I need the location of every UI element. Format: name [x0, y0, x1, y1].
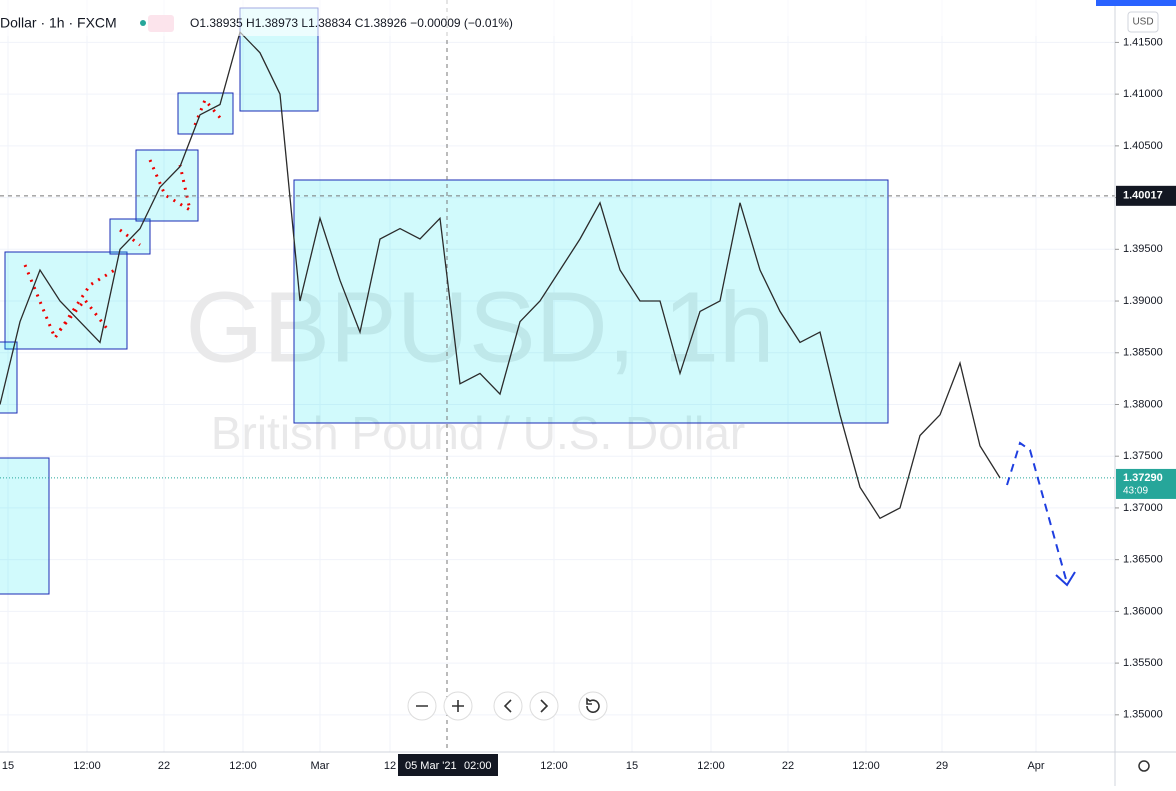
box [293, 179, 889, 424]
x-tick-label: 12:00 [540, 760, 568, 772]
dots [193, 97, 224, 126]
settings[interactable] [1138, 760, 1150, 772]
crosshair-time: 02:00 [464, 760, 492, 772]
x-tick-label: 12 [384, 760, 396, 772]
crosshair-price: 1.40017 [1123, 190, 1163, 202]
box [4, 251, 128, 350]
countdown: 43:09 [1123, 486, 1148, 497]
y-tick-label: 1.39000 [1123, 295, 1163, 307]
time-axis: 15 12:00 22 12:00 Mar 12 12:00 15 12:00 22 12:00 29… [2, 754, 1045, 776]
x-tick-label: 29 [936, 760, 948, 772]
x-tick-label: 15 [626, 760, 638, 772]
arrow-head [1055, 571, 1076, 587]
box [135, 149, 199, 222]
crosshair-price-bg [1116, 185, 1176, 206]
x-tick-label: Apr [1027, 760, 1044, 772]
x-tick-label: 15 [2, 760, 14, 772]
top-bar [1096, 0, 1176, 6]
x-tick-label: Mar [311, 760, 330, 772]
status-badge [148, 15, 174, 32]
box [0, 457, 50, 595]
price-line [0, 30, 1001, 520]
y-tick-label: 1.41000 [1123, 88, 1163, 100]
boxes [0, 7, 889, 595]
y-tick-label: 1.35500 [1123, 657, 1163, 669]
grid [0, 0, 1115, 752]
status-dot [140, 20, 146, 26]
scroll-right[interactable] [529, 691, 559, 721]
y-tick-label: 1.38000 [1123, 398, 1163, 410]
crosshair-time-bg [398, 754, 498, 776]
currency-button[interactable] [1127, 11, 1159, 33]
symbol[interactable]: Dollar · 1h · FXCM [0, 15, 117, 31]
scroll-left[interactable] [493, 691, 523, 721]
box [177, 92, 234, 135]
icons [416, 697, 600, 713]
box [109, 218, 151, 255]
x-tick-label: 12:00 [73, 760, 101, 772]
reset[interactable] [578, 691, 608, 721]
y-tick-label: 1.35000 [1123, 709, 1163, 721]
y-tick-label: 1.37500 [1123, 450, 1163, 462]
y-tick-label: 1.37000 [1123, 502, 1163, 514]
last-price-bg [1116, 468, 1176, 499]
projection-arrow [1006, 441, 1076, 587]
y-tick-label: 1.36000 [1123, 605, 1163, 617]
currency-label[interactable]: USD [1132, 17, 1153, 28]
x-tick-label: 22 [158, 760, 170, 772]
x-tick-label: 12:00 [852, 760, 880, 772]
y-tick-label: 1.41500 [1123, 36, 1163, 48]
watermark-ticker: GBPUSD, 1h [185, 271, 774, 383]
y-tick-label: 1.39500 [1123, 243, 1163, 255]
box [0, 341, 18, 414]
last-price: 1.37290 [1123, 472, 1163, 484]
pattern-dots [23, 97, 224, 342]
header-bg [0, 0, 1115, 36]
ohlc: O1.38935 H1.38973 L1.38834 C1.38926 −0.0… [190, 16, 513, 30]
watermark-name: British Pound / U.S. Dollar [211, 407, 745, 459]
y-tick-label: 1.36500 [1123, 554, 1163, 566]
y-tick-label: 1.38500 [1123, 347, 1163, 359]
x-tick-label: 12:00 [697, 760, 725, 772]
dots [58, 297, 110, 331]
y-tick-label: 1.40500 [1123, 140, 1163, 152]
crosshair-date: 05 Mar '21 [405, 760, 457, 772]
nav-buttons [407, 691, 608, 721]
x-tick-label: 22 [782, 760, 794, 772]
price-axis: 1.415001.410001.405001.400001.395001.390… [1115, 36, 1176, 721]
arrow [1006, 441, 1068, 584]
x-tick-label: 12:00 [229, 760, 257, 772]
